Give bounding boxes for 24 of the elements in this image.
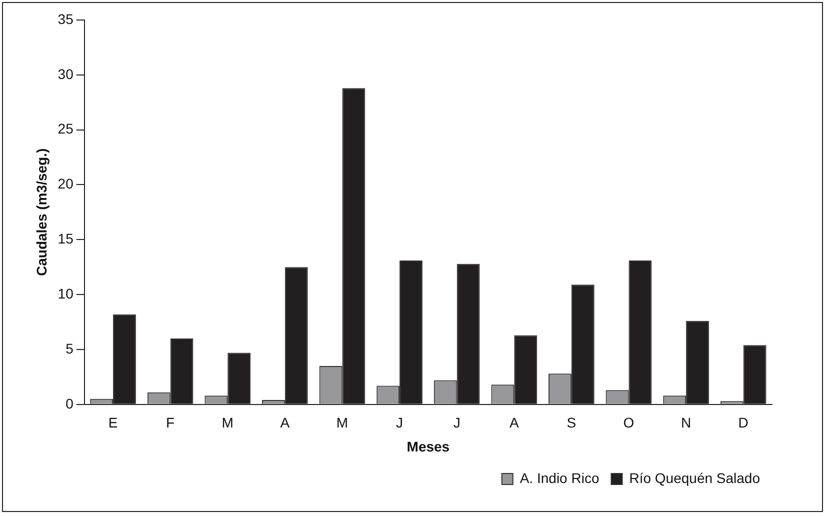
x-tick-label: J (396, 414, 404, 431)
x-tick-label: D (738, 414, 748, 431)
x-tick-label: O (623, 414, 634, 431)
y-tick-label: 0 (66, 395, 74, 412)
y-tick-label: 25 (58, 120, 74, 137)
x-tick-label: A (509, 414, 520, 431)
legend-label: A. Indio Rico (520, 470, 600, 486)
x-tick-label: S (566, 414, 576, 431)
y-axis-title: Caudales (m3/seg.) (33, 148, 50, 276)
x-tick-label: M (222, 414, 234, 431)
y-tick-label: 35 (58, 10, 74, 27)
x-tick-label: J (453, 414, 460, 431)
x-tick-label: A (280, 414, 290, 431)
x-tick-label: E (108, 414, 118, 431)
x-tick-label: F (166, 414, 175, 431)
x-tick-label: N (680, 414, 692, 431)
legend-label: Río Quequén Salado (629, 470, 760, 486)
y-tick-label: 10 (58, 285, 74, 302)
y-tick-label: 15 (58, 230, 74, 247)
y-tick-label: 5 (66, 340, 74, 356)
y-tick-label: 20 (58, 176, 74, 192)
x-tick-label: M (336, 414, 348, 431)
x-axis-title: Meses (406, 438, 450, 454)
y-tick-label: 30 (58, 66, 74, 82)
